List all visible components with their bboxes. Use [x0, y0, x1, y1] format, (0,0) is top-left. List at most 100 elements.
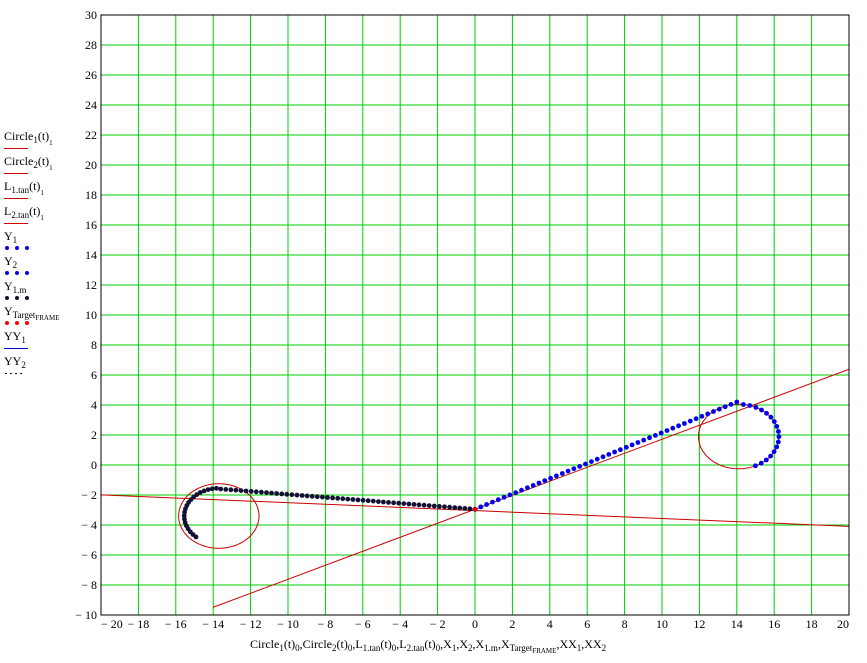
y-tick-label: 2 — [91, 428, 97, 442]
legend-swatch — [4, 170, 96, 177]
y1m-point — [299, 493, 305, 498]
y1-point — [676, 423, 681, 429]
y-tick-label: − 8 — [81, 578, 97, 592]
y-tick-label: 12 — [85, 278, 97, 292]
y1-point — [664, 428, 670, 433]
legend-label: Circle2(t)1 — [4, 154, 53, 173]
y-tick-label: 4 — [91, 398, 97, 412]
y1-point — [771, 449, 777, 455]
legend-label: Y1 — [4, 229, 18, 246]
y1-point — [548, 475, 553, 481]
y1-point — [501, 494, 507, 500]
x-tick-label: − 6 — [355, 617, 371, 631]
y1m-point — [248, 489, 254, 494]
y1-point — [484, 502, 489, 507]
y1-point — [647, 435, 652, 441]
x-tick-label: 4 — [547, 617, 553, 631]
legend-swatch — [4, 195, 96, 202]
y1m-point — [365, 498, 371, 504]
y1m-point — [411, 502, 417, 507]
y1m-point — [197, 490, 203, 495]
y1m-point — [201, 488, 207, 494]
legend-swatch — [4, 270, 96, 277]
y1m-point — [335, 495, 341, 501]
y1-point — [530, 483, 536, 488]
y1m-point — [205, 487, 211, 492]
y1m-point — [279, 491, 285, 497]
y1-point — [775, 439, 781, 445]
y1m-point — [325, 495, 330, 500]
y1-point — [629, 442, 635, 448]
legend-item: L1.tan(t)1 — [4, 180, 96, 202]
legend-item: Circle2(t)1 — [4, 155, 96, 177]
y-tick-label: 18 — [85, 188, 97, 202]
circle-1-curve — [178, 483, 260, 549]
x-tick-label: 12 — [693, 617, 705, 631]
y1m-point — [452, 505, 458, 510]
y1m-point — [381, 499, 386, 505]
y1-point — [495, 497, 501, 503]
y1-point — [641, 437, 647, 443]
y1m-point — [437, 504, 442, 509]
legend-label: YY1 — [4, 329, 26, 346]
legend-item: Y2 — [4, 255, 96, 277]
y-tick-label: 14 — [85, 248, 97, 262]
y1-point — [670, 425, 676, 431]
y1m-point — [218, 486, 224, 492]
y1-point — [771, 419, 777, 424]
legend-swatch — [4, 295, 96, 302]
y1m-point — [233, 487, 239, 493]
y-tick-label: 24 — [85, 98, 97, 112]
y1m-point — [360, 497, 366, 503]
y1-point — [542, 478, 548, 483]
plot-frame — [100, 14, 850, 616]
x-tick-label: − 4 — [392, 617, 408, 631]
y1m-point — [442, 504, 447, 510]
y1-point — [507, 492, 513, 498]
y1-point — [653, 433, 658, 438]
y1m-point — [401, 501, 407, 506]
legend-label: Y1.m — [4, 279, 27, 296]
x-tick-label: 16 — [768, 617, 780, 631]
x-tick-label: − 8 — [318, 617, 334, 631]
y1m-point — [181, 513, 187, 518]
y1-point — [513, 490, 519, 495]
y-tick-label: 22 — [85, 128, 97, 142]
y1-point — [559, 471, 565, 476]
legend-label: L2.tan(t)1 — [4, 204, 44, 223]
legend-swatch — [4, 220, 96, 227]
y1m-point — [209, 486, 215, 492]
y-tick-label: 16 — [85, 218, 97, 232]
y1-point — [618, 447, 623, 453]
y1m-point — [304, 493, 310, 499]
y1m-point — [386, 500, 391, 505]
legend-swatch — [4, 145, 96, 152]
y-tick-label: 30 — [85, 8, 97, 22]
y1m-point — [370, 498, 376, 504]
x-tick-label: − 12 — [240, 617, 262, 631]
y1m-point — [269, 490, 274, 496]
y1m-point — [238, 488, 244, 493]
y1-point — [594, 456, 600, 462]
y1-point — [753, 405, 759, 410]
legend-item: Circle1(t)1 — [4, 130, 96, 152]
y1-point — [759, 407, 764, 413]
y1-point — [478, 504, 484, 510]
x-tick-label: − 10 — [277, 617, 299, 631]
y1-point — [600, 454, 606, 460]
y1-point — [776, 429, 781, 434]
y1m-point — [264, 490, 269, 495]
x-tick-label: 0 — [472, 617, 478, 631]
y1-point — [565, 468, 571, 474]
y1m-point — [355, 497, 361, 503]
legend-item: Y1 — [4, 230, 96, 252]
y-tick-label: − 6 — [81, 548, 97, 562]
y1-point — [623, 444, 629, 450]
x-tick-label: − 14 — [202, 617, 224, 631]
series-points — [181, 399, 782, 540]
y1-point — [768, 414, 774, 420]
x-tick-label: 20 — [837, 617, 849, 631]
y1-point — [763, 457, 769, 463]
legend-swatch — [4, 320, 96, 327]
